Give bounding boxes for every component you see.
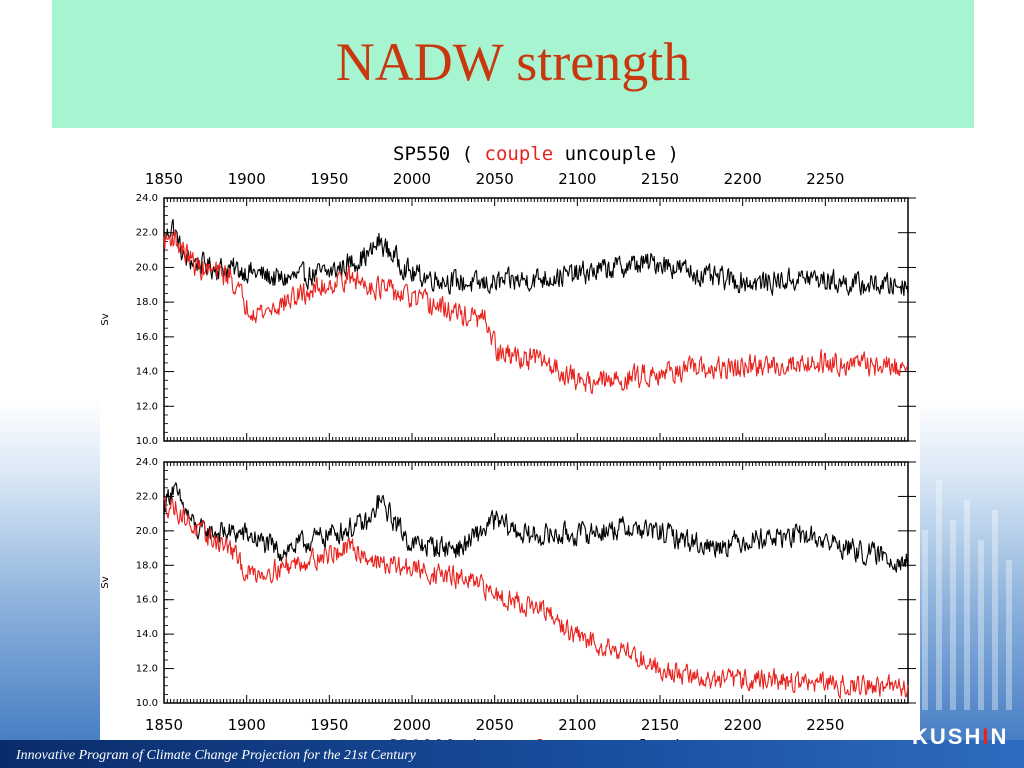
chart-title-prefix: SP550 ( — [393, 143, 485, 165]
logo-text-post: N — [990, 724, 1009, 749]
title-band: NADW strength — [52, 0, 974, 128]
x-tick-label: 2100 — [558, 170, 596, 188]
x-tick-label: 1850 — [145, 716, 183, 734]
y-tick-label: 18.0 — [136, 297, 158, 308]
x-tick-label: 2250 — [806, 716, 844, 734]
series-line-uncouple — [163, 482, 909, 573]
x-tick-label: 2000 — [393, 716, 431, 734]
y-tick-label: 22.0 — [136, 228, 158, 239]
figure-area: 24.0 22.0 20.0 18.0 16.0 14.0 12.0 10.0 Sv 1850 19… — [100, 136, 920, 756]
x-tick-label: 1950 — [310, 716, 348, 734]
y-axis-label: Sv — [100, 313, 111, 325]
series-line-couple — [163, 496, 909, 699]
plot-frame — [163, 197, 909, 442]
y-tick-label: 20.0 — [136, 526, 158, 537]
x-tick-label: 1900 — [228, 716, 266, 734]
x-tick-label: 1950 — [310, 170, 348, 188]
y-tick-label: 18.0 — [136, 560, 158, 571]
chart-title-couple: couple — [485, 143, 554, 165]
nadw-chart: 24.0 22.0 20.0 18.0 16.0 14.0 12.0 10.0 Sv 1850 19… — [100, 143, 916, 756]
panel-sp550: 24.0 22.0 20.0 18.0 16.0 14.0 12.0 10.0 Sv 1850 19… — [100, 143, 916, 447]
logo-text-pre: KUSH — [912, 724, 983, 749]
plot-frame — [163, 461, 909, 704]
series-line-uncouple — [163, 218, 909, 297]
x-tick-label: 2150 — [641, 716, 679, 734]
y-tick-label: 14.0 — [136, 629, 158, 640]
y-tick-label: 20.0 — [136, 262, 158, 273]
chart-title-uncouple: uncouple ) — [553, 143, 679, 165]
x-tick-label: 2050 — [476, 716, 514, 734]
y-tick-label: 10.0 — [136, 698, 158, 709]
x-tick-label: 1850 — [145, 170, 183, 188]
y-tick-label: 24.0 — [136, 457, 158, 468]
y-tick-label: 10.0 — [136, 436, 158, 447]
x-tick-label: 1900 — [228, 170, 266, 188]
logo-text-accent: I — [982, 724, 991, 749]
x-tick-label: 2000 — [393, 170, 431, 188]
x-tick-label: 2200 — [724, 716, 762, 734]
x-tick-label: 2100 — [558, 716, 596, 734]
y-tick-label: 22.0 — [136, 491, 158, 502]
slide-title: NADW strength — [335, 32, 691, 92]
series-line-couple — [163, 230, 909, 395]
y-tick-label: 12.0 — [136, 401, 158, 412]
y-tick-label: 16.0 — [136, 595, 158, 606]
y-tick-label: 16.0 — [136, 332, 158, 343]
y-tick-label: 12.0 — [136, 664, 158, 675]
panel-sp1000: 24.0 22.0 20.0 18.0 16.0 14.0 12.0 10.0 Sv 1850 19… — [100, 457, 916, 756]
footer-text: Innovative Program of Climate Change Pro… — [16, 748, 416, 763]
x-tick-label: 2250 — [806, 170, 844, 188]
chart-title: SP550 ( couple uncouple ) — [393, 143, 679, 165]
x-tick-label: 2200 — [724, 170, 762, 188]
x-tick-label: 2150 — [641, 170, 679, 188]
kushin-logo: KUSHIN — [912, 724, 1008, 750]
y-tick-label: 24.0 — [136, 193, 158, 204]
y-axis-label: Sv — [100, 576, 111, 588]
footer-bar: Innovative Program of Climate Change Pro… — [0, 740, 1024, 768]
x-tick-label: 2050 — [476, 170, 514, 188]
y-tick-label: 14.0 — [136, 367, 158, 378]
